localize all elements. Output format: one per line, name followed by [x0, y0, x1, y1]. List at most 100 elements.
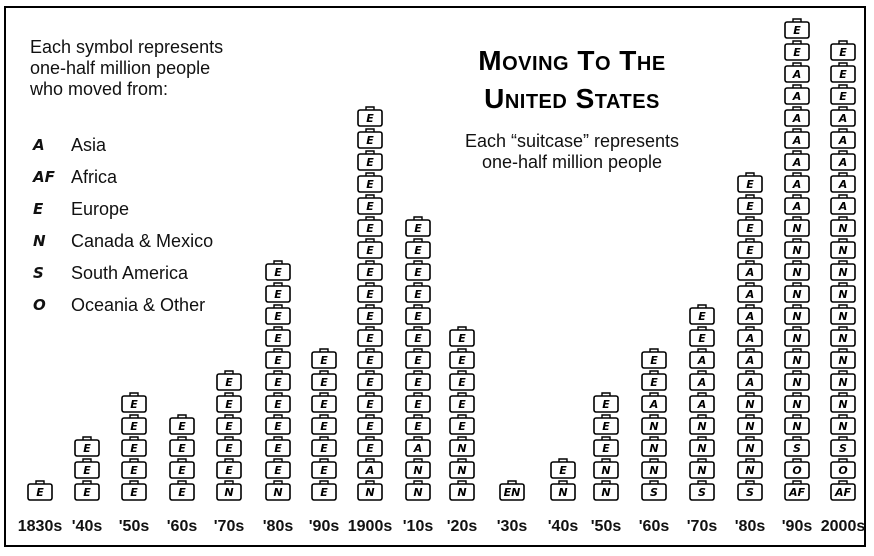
suitcase-icon-europe: E [265, 282, 291, 303]
suitcase-icon-europe: E [357, 436, 383, 457]
x-tick-label: '10s [403, 518, 434, 535]
suitcase-code: N [649, 420, 658, 433]
suitcase-code: E [366, 266, 374, 279]
legend-code: N [33, 232, 46, 250]
suitcase-icon-asia: A [737, 304, 763, 325]
suitcase-code: E [793, 24, 801, 37]
suitcase-code: N [838, 354, 847, 367]
suitcase-icon-canada-mexico: N [784, 392, 810, 413]
suitcase-code: N [792, 332, 801, 345]
suitcase-code: E [366, 376, 374, 389]
legend-code: AF [33, 168, 55, 186]
x-tick-label: '50s [119, 518, 150, 535]
suitcase-code: E [320, 376, 328, 389]
suitcase-code: E [274, 398, 282, 411]
suitcase-icon-europe: E [357, 106, 383, 127]
suitcase-icon-canada-mexico: N [784, 370, 810, 391]
suitcase-icon-canada-mexico: N [216, 480, 242, 501]
suitcase-code: E [366, 200, 374, 213]
suitcase-icon-europe: E [216, 436, 242, 457]
suitcase-code: N [792, 398, 801, 411]
suitcase-icon-europe: E [405, 326, 431, 347]
suitcase-code: A [745, 332, 755, 345]
suitcase-code: E [225, 398, 233, 411]
chart-subtitle-line: one-half million people [481, 152, 663, 172]
suitcase-icon-asia: A [689, 392, 715, 413]
suitcase-code: A [365, 464, 375, 477]
suitcase-code: S [650, 486, 658, 499]
suitcase-icon-canada-mexico: N [357, 480, 383, 501]
suitcase-code: E [746, 244, 754, 257]
suitcase-icon-europe: E [265, 458, 291, 479]
suitcase-icon-europe: E [357, 128, 383, 149]
suitcase-code: E [274, 464, 282, 477]
suitcase-icon-asia: A [784, 84, 810, 105]
chart-frame [4, 6, 866, 547]
suitcase-icon-europe: E [830, 84, 856, 105]
suitcase-code: N [792, 288, 801, 301]
suitcase-code: N [273, 486, 282, 499]
legend-item-asia: A Asia [33, 129, 213, 161]
suitcase-code: E [130, 442, 138, 455]
suitcase-icon-canada-mexico: N [784, 414, 810, 435]
suitcase-icon-canada-mexico: N [737, 458, 763, 479]
suitcase-code: A [792, 90, 802, 103]
suitcase-icon-europe: E [311, 348, 337, 369]
suitcase-icon-europe: E [311, 458, 337, 479]
suitcase-icon-europe: E [311, 414, 337, 435]
suitcase-code: E [458, 354, 466, 367]
suitcase-code: E [366, 112, 374, 125]
suitcase-code: A [838, 112, 848, 125]
suitcase-icon-europe: E [265, 370, 291, 391]
suitcase-icon-europe: E [641, 348, 667, 369]
suitcase-icon-europe: E [169, 414, 195, 435]
x-tick-label: '20s [447, 518, 478, 535]
suitcase-icon-canada-mexico: N [689, 414, 715, 435]
suitcase-icon-africa: AF [784, 480, 810, 501]
suitcase-code: N [838, 420, 847, 433]
suitcase-code: E [366, 398, 374, 411]
suitcase-code: E [178, 420, 186, 433]
suitcase-code: E [178, 486, 186, 499]
suitcase-code: A [792, 178, 802, 191]
suitcase-icon-south-america: S [784, 436, 810, 457]
suitcase-code: E [414, 420, 422, 433]
suitcase-icon-canada-mexico: N [593, 458, 619, 479]
x-tick-label: 2000s [821, 518, 866, 535]
suitcase-icon-europe: E [74, 458, 100, 479]
suitcase-code: E [178, 442, 186, 455]
suitcase-icon-europe: E [311, 436, 337, 457]
suitcase-code: E [366, 178, 374, 191]
suitcase-code: A [413, 442, 423, 455]
suitcase-icon-europe: E [449, 370, 475, 391]
suitcase-code: E [458, 376, 466, 389]
suitcase-code: N [838, 244, 847, 257]
suitcase-icon-asia: A [830, 172, 856, 193]
suitcase-icon-europe: E [27, 480, 53, 501]
suitcase-code: E [602, 398, 610, 411]
suitcase-icon-asia: A [830, 150, 856, 171]
suitcase-icon-europe: E [405, 414, 431, 435]
suitcase-icon-canada-mexico: N [689, 458, 715, 479]
legend-code: O [33, 296, 46, 314]
suitcase-code: E [83, 442, 91, 455]
suitcase-code: N [745, 442, 754, 455]
suitcase-icon-canada-mexico: N [641, 414, 667, 435]
suitcase-code: A [745, 266, 755, 279]
suitcase-icon-asia: A [784, 172, 810, 193]
suitcase-icon-europe-canada-mexico: EN [499, 480, 525, 501]
suitcase-icon-europe: E [265, 260, 291, 281]
suitcase-icon-oceania-other: O [830, 458, 856, 479]
suitcase-icon-canada-mexico: N [830, 348, 856, 369]
suitcase-icon-europe: E [593, 392, 619, 413]
suitcase-code: E [414, 354, 422, 367]
suitcase-code: E [366, 442, 374, 455]
suitcase-code: E [274, 266, 282, 279]
suitcase-code: N [697, 420, 706, 433]
suitcase-code: A [745, 288, 755, 301]
suitcase-icon-europe: E [689, 304, 715, 325]
suitcase-icon-europe: E [405, 282, 431, 303]
suitcase-icon-canada-mexico: N [784, 304, 810, 325]
suitcase-code: E [366, 288, 374, 301]
